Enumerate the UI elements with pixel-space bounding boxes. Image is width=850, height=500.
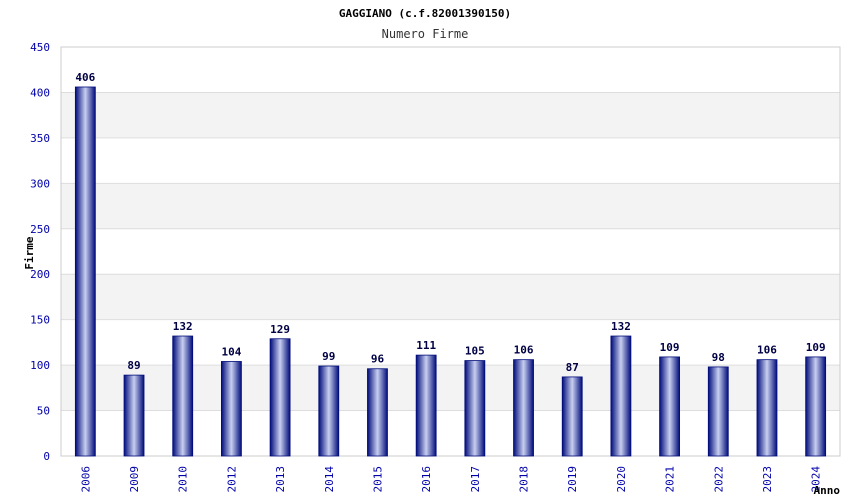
y-axis-label: Firme	[23, 236, 36, 269]
x-tick-label: 2024	[810, 466, 823, 493]
bar	[561, 376, 583, 457]
data-label: 109	[806, 341, 826, 354]
bars: 406 89 132 104 129 99 96 111 105 106 87 132 109 98 106…	[74, 71, 827, 457]
bar	[707, 366, 729, 457]
y-tick-label: 200	[30, 268, 50, 281]
data-label: 87	[566, 361, 579, 374]
data-label: 406	[75, 71, 95, 84]
plot-border	[60, 46, 841, 457]
grid-band	[61, 183, 840, 229]
x-tick-label: 2009	[128, 466, 141, 493]
y-tick-label: 100	[30, 359, 50, 372]
x-tick-label: 2017	[469, 466, 482, 493]
x-tick-label: 2018	[518, 466, 531, 493]
data-label: 98	[712, 351, 725, 364]
bar	[74, 86, 96, 457]
chart-subtitle: Numero Firme	[382, 27, 469, 41]
y-axis-ticks: 0 50 100 150 200 250 300 350 400 450	[30, 41, 50, 463]
data-label: 105	[465, 345, 485, 358]
bar	[415, 354, 437, 457]
data-label: 129	[270, 323, 290, 336]
bar	[805, 356, 827, 457]
bar	[610, 335, 632, 457]
data-label: 106	[514, 344, 534, 357]
bar	[221, 361, 242, 457]
x-tick-label: 2020	[615, 466, 628, 493]
bar	[269, 338, 291, 457]
bar	[367, 368, 388, 457]
x-axis-label: Anno	[814, 484, 841, 497]
x-axis-ticks: 2006 2009 2010 2012 2013 2014 2015 2016 2017 2018…	[79, 466, 822, 493]
bar	[756, 359, 778, 457]
data-label: 104	[221, 345, 241, 358]
y-tick-label: 400	[30, 86, 50, 99]
data-label: 111	[416, 339, 436, 352]
x-tick-label: 2016	[420, 466, 433, 493]
x-tick-label: 2021	[664, 466, 677, 493]
bar	[464, 360, 486, 457]
x-tick-label: 2012	[225, 466, 238, 493]
bar	[318, 365, 340, 457]
bar	[123, 374, 145, 457]
x-tick-label: 2019	[566, 466, 579, 493]
data-label: 132	[611, 320, 631, 333]
x-tick-label: 2015	[371, 466, 384, 493]
x-tick-label: 2022	[712, 466, 725, 493]
y-tick-label: 250	[30, 223, 50, 236]
y-tick-label: 50	[37, 405, 50, 418]
data-label: 89	[127, 359, 140, 372]
y-tick-label: 150	[30, 314, 50, 327]
data-label: 109	[660, 341, 680, 354]
bar	[659, 356, 680, 457]
x-tick-label: 2013	[274, 466, 287, 493]
grid-band	[61, 274, 840, 320]
data-label: 132	[173, 320, 193, 333]
x-tick-label: 2010	[177, 466, 190, 493]
x-tick-label: 2023	[761, 466, 774, 493]
y-tick-label: 350	[30, 132, 50, 145]
data-label: 99	[322, 350, 335, 363]
grid-band	[61, 92, 840, 138]
x-tick-label: 2014	[323, 466, 336, 493]
y-tick-label: 0	[43, 450, 50, 463]
bar	[172, 335, 194, 457]
data-label: 106	[757, 344, 777, 357]
y-tick-label: 450	[30, 41, 50, 54]
bar	[513, 359, 534, 457]
data-label: 96	[371, 353, 385, 366]
y-tick-label: 300	[30, 177, 50, 190]
chart-title: GAGGIANO (c.f.82001390150)	[339, 7, 511, 20]
x-tick-label: 2006	[79, 466, 92, 493]
